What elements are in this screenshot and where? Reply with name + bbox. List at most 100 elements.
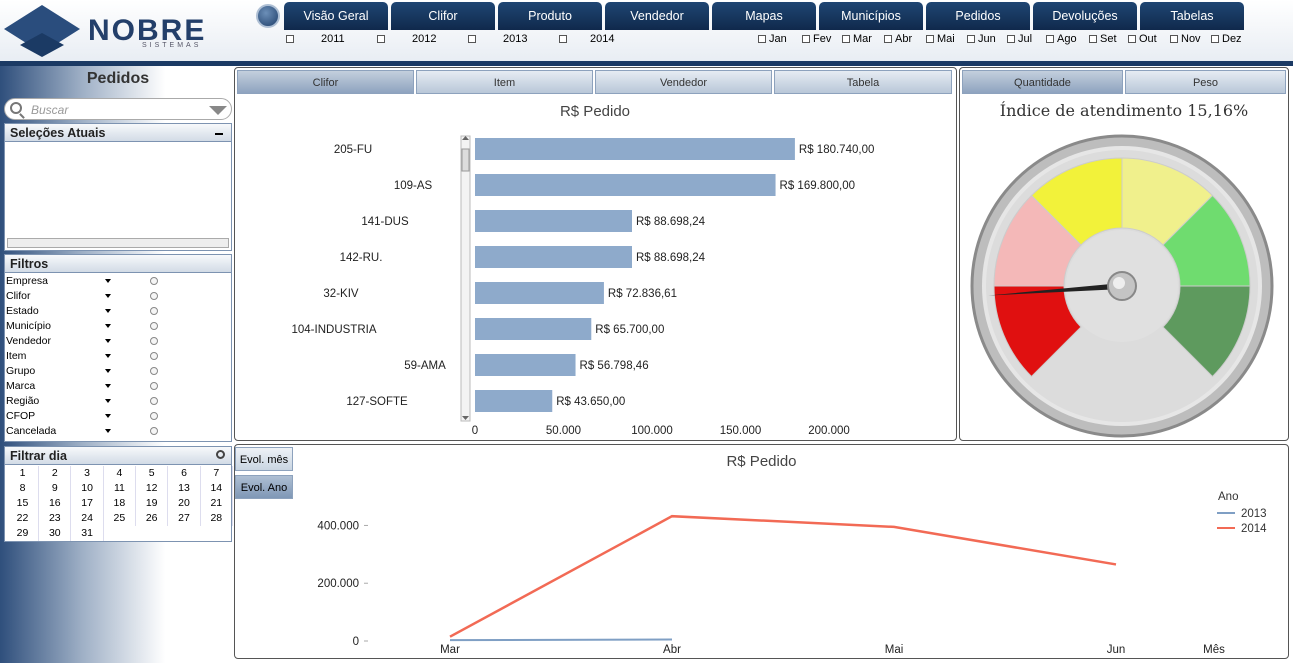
- day-cell[interactable]: 15: [7, 496, 39, 511]
- day-cell[interactable]: 13: [169, 481, 201, 496]
- nav-tab-vendedor[interactable]: Vendedor: [605, 2, 709, 30]
- month-jul-checkbox[interactable]: Jul: [1007, 32, 1032, 46]
- tab-peso[interactable]: Peso: [1125, 70, 1286, 94]
- day-cell[interactable]: 10: [72, 481, 104, 496]
- evol-ano-button[interactable]: Evol. Ano: [235, 475, 293, 499]
- month-set-checkbox[interactable]: Set: [1089, 32, 1117, 46]
- tab-item[interactable]: Item: [416, 70, 593, 94]
- day-cell[interactable]: 30: [39, 526, 72, 541]
- year-2012-checkbox[interactable]: 2012: [377, 32, 436, 46]
- year-2013-checkbox[interactable]: 2013: [468, 32, 527, 46]
- home-button[interactable]: [256, 4, 280, 28]
- month-jun-checkbox[interactable]: Jun: [967, 32, 996, 46]
- day-cell[interactable]: 31: [72, 526, 104, 541]
- day-cell[interactable]: 24: [72, 511, 104, 526]
- day-cell[interactable]: 12: [136, 481, 169, 496]
- nav-tab-produto[interactable]: Produto: [498, 2, 602, 30]
- dropdown-arrow-icon[interactable]: [105, 384, 111, 388]
- day-cell[interactable]: 2: [39, 466, 72, 481]
- search-icon[interactable]: [216, 450, 225, 459]
- day-cell[interactable]: 22: [7, 511, 39, 526]
- radio-icon[interactable]: [150, 307, 158, 315]
- radio-icon[interactable]: [150, 367, 158, 375]
- filter-grupo[interactable]: Grupo: [5, 364, 231, 379]
- day-cell[interactable]: 20: [169, 496, 201, 511]
- nav-tab-clifor[interactable]: Clifor: [391, 2, 495, 30]
- day-cell[interactable]: 3: [72, 466, 104, 481]
- dropdown-arrow-icon[interactable]: [105, 294, 111, 298]
- day-cell[interactable]: 6: [169, 466, 201, 481]
- month-dez-checkbox[interactable]: Dez: [1211, 32, 1242, 46]
- year-2011-checkbox[interactable]: 2011: [286, 32, 345, 46]
- nav-tab-pedidos[interactable]: Pedidos: [926, 2, 1030, 30]
- vertical-scrollbar[interactable]: [460, 135, 471, 422]
- tab-clifor[interactable]: Clifor: [237, 70, 414, 94]
- dropdown-arrow-icon[interactable]: [105, 414, 111, 418]
- tab-tabela[interactable]: Tabela: [774, 70, 952, 94]
- month-abr-checkbox[interactable]: Abr: [884, 32, 912, 46]
- horizontal-scrollbar[interactable]: [7, 238, 229, 248]
- nav-tab-municipios[interactable]: Municípios: [819, 2, 923, 30]
- day-cell[interactable]: 27: [169, 511, 201, 526]
- dropdown-arrow-icon[interactable]: [105, 309, 111, 313]
- dropdown-arrow-icon[interactable]: [105, 339, 111, 343]
- nav-tab-devolucoes[interactable]: Devoluções: [1033, 2, 1137, 30]
- radio-icon[interactable]: [150, 397, 158, 405]
- day-cell[interactable]: 5: [136, 466, 169, 481]
- radio-icon[interactable]: [150, 412, 158, 420]
- month-mar-checkbox[interactable]: Mar: [842, 32, 872, 46]
- month-out-checkbox[interactable]: Out: [1128, 32, 1157, 46]
- radio-icon[interactable]: [150, 382, 158, 390]
- nav-tab-tabelas[interactable]: Tabelas: [1140, 2, 1244, 30]
- month-nov-checkbox[interactable]: Nov: [1170, 32, 1201, 46]
- day-cell[interactable]: 28: [201, 511, 233, 526]
- month-fev-checkbox[interactable]: Fev: [802, 32, 831, 46]
- radio-icon[interactable]: [150, 337, 158, 345]
- day-cell[interactable]: 19: [136, 496, 169, 511]
- nav-tab-mapas[interactable]: Mapas: [712, 2, 816, 30]
- filter-marca[interactable]: Marca: [5, 379, 231, 394]
- day-cell[interactable]: 23: [39, 511, 72, 526]
- month-mai-checkbox[interactable]: Mai: [926, 32, 955, 46]
- day-cell[interactable]: 16: [39, 496, 72, 511]
- day-cell[interactable]: 25: [104, 511, 136, 526]
- minimize-icon[interactable]: [215, 133, 223, 135]
- day-cell[interactable]: 11: [104, 481, 136, 496]
- filter-municipio[interactable]: Município: [5, 319, 231, 334]
- filter-regiao[interactable]: Região: [5, 394, 231, 409]
- day-cell[interactable]: 18: [104, 496, 136, 511]
- month-ago-checkbox[interactable]: Ago: [1046, 32, 1077, 46]
- nav-tab-visao-geral[interactable]: Visão Geral: [284, 2, 388, 30]
- radio-icon[interactable]: [150, 427, 158, 435]
- dropdown-arrow-icon[interactable]: [105, 369, 111, 373]
- dropdown-arrow-icon[interactable]: [105, 399, 111, 403]
- filter-clifor[interactable]: Clifor: [5, 289, 231, 304]
- filter-cancelada[interactable]: Cancelada: [5, 424, 231, 439]
- radio-icon[interactable]: [150, 352, 158, 360]
- day-cell[interactable]: 21: [201, 496, 233, 511]
- filter-empresa[interactable]: Empresa: [5, 274, 231, 289]
- radio-icon[interactable]: [150, 277, 158, 285]
- tab-vendedor[interactable]: Vendedor: [595, 70, 772, 94]
- dropdown-arrow-icon[interactable]: [105, 429, 111, 433]
- filter-cfop[interactable]: CFOP: [5, 409, 231, 424]
- radio-icon[interactable]: [150, 322, 158, 330]
- filter-item[interactable]: Item: [5, 349, 231, 364]
- month-jan-checkbox[interactable]: Jan: [758, 32, 787, 46]
- filter-estado[interactable]: Estado: [5, 304, 231, 319]
- dropdown-arrow-icon[interactable]: [105, 279, 111, 283]
- radio-icon[interactable]: [150, 292, 158, 300]
- day-cell[interactable]: 4: [104, 466, 136, 481]
- day-cell[interactable]: 1: [7, 466, 39, 481]
- dropdown-arrow-icon[interactable]: [105, 324, 111, 328]
- dropdown-arrow-icon[interactable]: [105, 354, 111, 358]
- year-2014-checkbox[interactable]: 2014: [559, 32, 614, 46]
- day-cell[interactable]: 7: [201, 466, 233, 481]
- filter-vendedor[interactable]: Vendedor: [5, 334, 231, 349]
- evol-mes-button[interactable]: Evol. mês: [235, 447, 293, 471]
- tab-quantidade[interactable]: Quantidade: [962, 70, 1123, 94]
- day-cell[interactable]: 9: [39, 481, 72, 496]
- day-cell[interactable]: 14: [201, 481, 233, 496]
- day-cell[interactable]: 17: [72, 496, 104, 511]
- chevron-down-icon[interactable]: [209, 106, 227, 115]
